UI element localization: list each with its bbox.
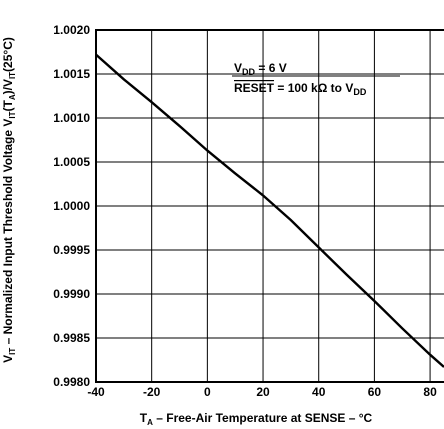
annotation-reset: RESET = 100 kΩ to VDD [234,81,367,97]
grid [95,29,444,383]
series [95,53,444,368]
y-tick-label: 1.0000 [53,199,90,213]
y-tick-label: 1.0015 [53,67,90,81]
annotation-vdd: VDD = 6 V [234,61,287,77]
x-tick-label: 0 [204,385,211,399]
y-tick-label: 0.9995 [53,243,90,257]
x-axis-label: TA – Free-Air Temperature at SENSE – °C [140,411,373,427]
reset-overbar-text: RESET [234,81,275,95]
y-tick-label: 0.9980 [53,375,90,389]
annotation: VDD = 6 V RESET = 100 kΩ to VDD [232,61,400,97]
x-tick-label: 80 [423,385,437,399]
y-tick-label: 1.0005 [53,155,90,169]
x-tick-label: 60 [368,385,382,399]
y-tick-label: 1.0020 [53,23,90,37]
series-line [95,53,444,368]
tick-labels: -40 -20 0 20 40 60 80 0.9980 0.9985 0.9990 0.9995 1… [53,23,437,399]
x-tick-label: 20 [256,385,270,399]
y-tick-label: 1.0010 [53,111,90,125]
x-tick-label: 40 [312,385,326,399]
plot-frame [95,29,444,383]
y-tick-label: 0.9990 [53,287,90,301]
y-axis-label: VIT – Normalized Input Threshold Voltage… [1,37,17,363]
y-tick-label: 0.9985 [53,331,90,345]
x-tick-label: -40 [87,385,105,399]
x-tick-label: -20 [143,385,161,399]
